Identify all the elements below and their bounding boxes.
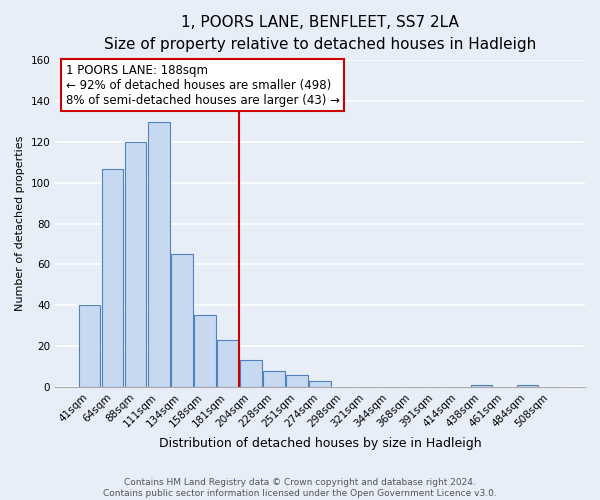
Bar bbox=[79, 306, 100, 387]
Bar bbox=[125, 142, 146, 387]
Text: 1 POORS LANE: 188sqm
← 92% of detached houses are smaller (498)
8% of semi-detac: 1 POORS LANE: 188sqm ← 92% of detached h… bbox=[66, 64, 340, 106]
Bar bbox=[241, 360, 262, 387]
Bar bbox=[102, 168, 124, 387]
Bar bbox=[470, 385, 492, 387]
Bar bbox=[172, 254, 193, 387]
Title: 1, POORS LANE, BENFLEET, SS7 2LA
Size of property relative to detached houses in: 1, POORS LANE, BENFLEET, SS7 2LA Size of… bbox=[104, 15, 536, 52]
Bar bbox=[263, 370, 284, 387]
Text: Contains HM Land Registry data © Crown copyright and database right 2024.
Contai: Contains HM Land Registry data © Crown c… bbox=[103, 478, 497, 498]
Bar bbox=[217, 340, 239, 387]
Bar bbox=[310, 381, 331, 387]
Bar bbox=[286, 374, 308, 387]
Bar bbox=[194, 316, 215, 387]
Bar bbox=[517, 385, 538, 387]
Bar bbox=[148, 122, 170, 387]
Y-axis label: Number of detached properties: Number of detached properties bbox=[15, 136, 25, 312]
X-axis label: Distribution of detached houses by size in Hadleigh: Distribution of detached houses by size … bbox=[159, 437, 481, 450]
